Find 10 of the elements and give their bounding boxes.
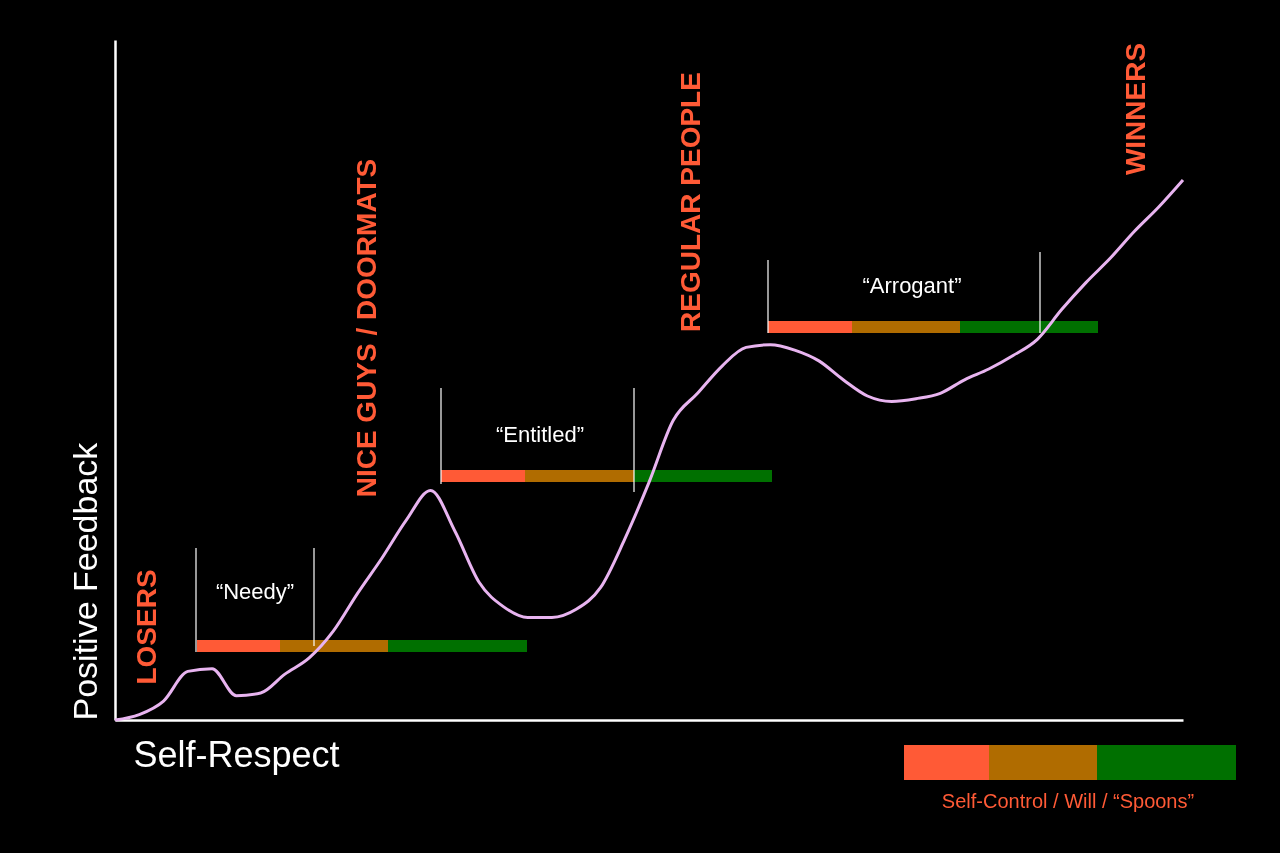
x-axis-title: Self-Respect [133,733,340,775]
y-axis-title: Positive Feedback [65,441,104,721]
annotation: “Entitled” [495,422,585,447]
annotation: “Arrogant” [862,273,962,298]
annotation: REGULAR PEOPLE [675,72,706,332]
text: WINNERS [1120,42,1151,176]
annotation: LOSERS [131,569,162,685]
annotation: “Needy” [215,579,295,604]
text: Self-Control / Will / “Spoons” [941,790,1195,812]
annotation: NICE GUYS / DOORMATS [351,158,382,498]
